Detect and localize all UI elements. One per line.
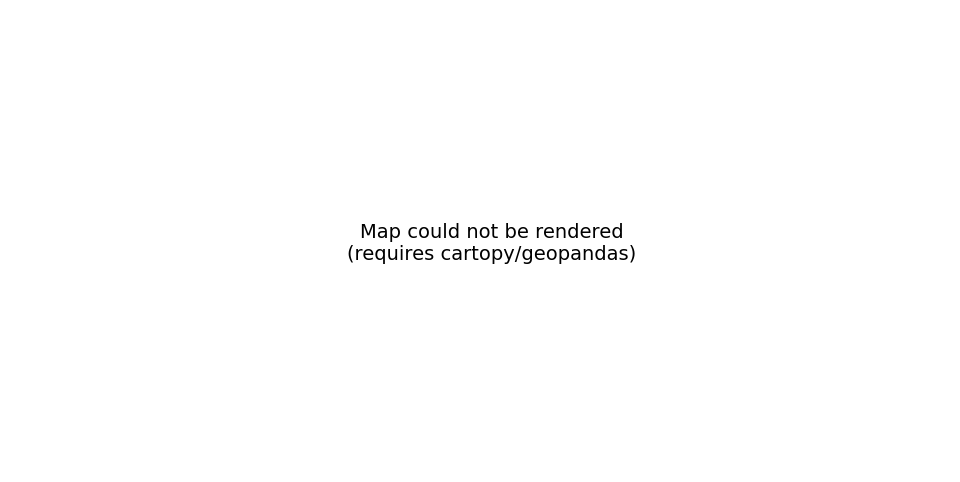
Text: Map could not be rendered
(requires cartopy/geopandas): Map could not be rendered (requires cart… [348, 223, 636, 264]
